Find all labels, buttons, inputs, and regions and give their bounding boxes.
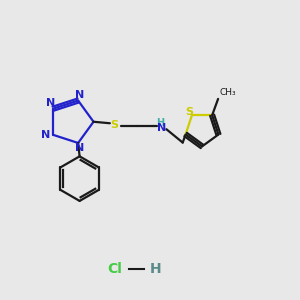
Text: S: S: [110, 120, 118, 130]
Text: CH₃: CH₃: [220, 88, 236, 97]
Text: N: N: [157, 123, 167, 133]
Text: H: H: [156, 118, 164, 128]
Text: H: H: [150, 262, 162, 276]
Text: S: S: [185, 107, 194, 117]
Text: N: N: [75, 143, 84, 153]
Text: N: N: [46, 98, 55, 108]
Text: N: N: [75, 90, 84, 100]
Text: N: N: [41, 130, 50, 140]
Text: Cl: Cl: [107, 262, 122, 276]
